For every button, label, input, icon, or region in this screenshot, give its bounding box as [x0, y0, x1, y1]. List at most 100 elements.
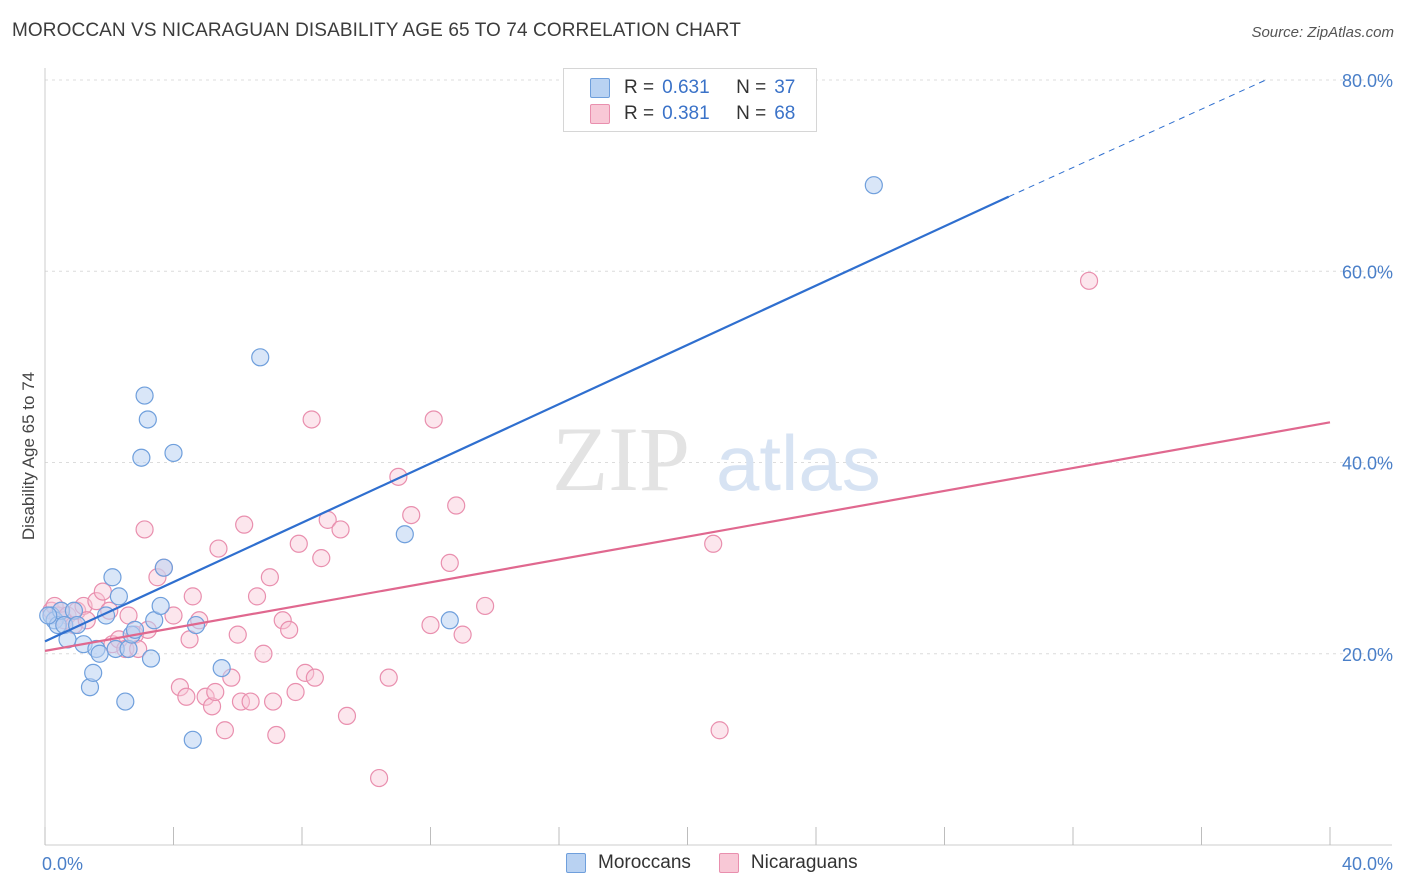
nicaraguans-point	[135, 520, 154, 539]
moroccans-point	[212, 658, 231, 678]
moroccans-point	[154, 558, 173, 577]
nicaraguans-point	[421, 615, 440, 635]
legend-n-value: 68	[774, 103, 796, 124]
nicaraguans-point	[231, 692, 251, 711]
moroccans-swatch	[566, 853, 586, 873]
y-tick-label: 80.0%	[1342, 71, 1393, 91]
moroccans-point	[132, 448, 151, 467]
y-tick-label: 60.0%	[1342, 262, 1393, 282]
moroccans-point	[103, 568, 122, 587]
nicaraguans-point	[206, 682, 225, 702]
legend-label-nicaraguans: Nicaraguans	[750, 852, 858, 873]
nicaraguans-point	[170, 678, 190, 697]
nicaraguans-trend-line	[44, 421, 1331, 652]
nicaraguans-point	[424, 410, 443, 429]
legend-n-value: 37	[774, 77, 796, 98]
moroccans-point	[183, 730, 202, 749]
nicaraguans-point	[280, 620, 299, 639]
nicaraguans-point	[370, 768, 389, 788]
moroccans-point	[68, 615, 87, 635]
x-tick-label: 0.0%	[42, 854, 83, 874]
nicaraguans-point	[273, 611, 292, 630]
axes	[44, 68, 1392, 846]
nicaraguans-swatch	[718, 853, 739, 873]
watermark-zip: ZIP	[552, 408, 690, 510]
moroccans-point	[151, 596, 170, 616]
nicaraguans-point	[247, 587, 267, 606]
nicaraguans-point	[215, 721, 234, 740]
watermark-atlas: atlas	[716, 419, 881, 507]
legend-n-label: N =	[736, 103, 767, 124]
nicaraguans-point	[177, 687, 196, 706]
legend-box: R = 0.631 N = 37 R = 0.381 N = 68	[563, 68, 817, 132]
moroccans-point	[395, 525, 414, 544]
moroccans-point	[84, 663, 103, 682]
moroccans-swatch	[590, 78, 610, 98]
moroccans-point	[138, 410, 157, 429]
legend-row-nicaraguans: R = 0.381 N = 68	[590, 102, 795, 126]
legend-r-value: 0.381	[662, 103, 710, 124]
x-tick-label: 40.0%	[1342, 854, 1393, 874]
nicaraguans-points	[42, 271, 1099, 788]
y-axis-label: Disability Age 65 to 74	[19, 372, 38, 540]
nicaraguans-point	[337, 706, 357, 726]
trend-lines	[44, 79, 1331, 652]
moroccans-point	[39, 606, 58, 625]
nicaraguans-point	[296, 663, 315, 682]
nicaraguans-point	[235, 515, 254, 534]
nicaraguans-point	[453, 625, 472, 644]
nicaraguans-point	[267, 725, 286, 745]
legend-r-label: R =	[624, 103, 655, 124]
nicaraguans-point	[289, 534, 308, 553]
nicaraguans-point	[331, 520, 350, 539]
nicaraguans-point	[312, 549, 331, 568]
nicaraguans-point	[710, 721, 729, 740]
y-tick-label: 40.0%	[1342, 454, 1393, 474]
nicaraguans-point	[209, 539, 228, 558]
legend-item-nicaraguans[interactable]: Nicaraguans	[718, 852, 858, 874]
nicaraguans-point	[286, 682, 305, 702]
moroccans-point	[116, 692, 135, 711]
moroccans-trend-extension	[1008, 79, 1266, 198]
bottom-legend: Moroccans Nicaraguans	[566, 852, 886, 874]
nicaraguans-point	[302, 410, 321, 429]
source-label: Source: ZipAtlas.com	[1251, 24, 1394, 41]
nicaraguans-point	[389, 467, 408, 486]
nicaraguans-point	[254, 644, 273, 663]
moroccans-point	[141, 649, 161, 668]
nicaraguans-point	[228, 625, 247, 644]
tick-labels: 20.0% 40.0% 60.0% 80.0% 0.0% 40.0%	[42, 71, 1393, 874]
legend-row-moroccans: R = 0.631 N = 37	[590, 76, 795, 100]
legend-label-moroccans: Moroccans	[598, 852, 691, 873]
nicaraguans-point	[260, 568, 279, 587]
nicaraguans-point	[476, 596, 495, 616]
moroccans-point	[440, 611, 459, 630]
watermark: ZIP atlas	[552, 408, 881, 510]
moroccans-trend-line	[44, 195, 1010, 643]
nicaraguans-point	[305, 668, 324, 687]
nicaraguans-point	[196, 687, 215, 706]
moroccans-point	[251, 348, 270, 367]
moroccans-point	[135, 386, 154, 405]
moroccans-point	[109, 587, 128, 606]
moroccans-point	[90, 644, 109, 663]
y-tick-label: 20.0%	[1342, 645, 1393, 665]
nicaraguans-point	[164, 606, 183, 625]
chart-title: MOROCCAN VS NICARAGUAN DISABILITY AGE 65…	[12, 20, 741, 41]
moroccans-point	[164, 443, 183, 463]
legend-r-value: 0.631	[662, 77, 710, 98]
legend-item-moroccans[interactable]: Moroccans	[566, 852, 691, 874]
nicaraguans-swatch	[590, 104, 610, 124]
nicaraguans-point	[379, 668, 398, 687]
nicaraguans-point	[263, 692, 283, 711]
moroccans-point	[864, 176, 883, 195]
nicaraguans-point	[402, 505, 421, 525]
nicaraguans-point	[183, 587, 202, 606]
nicaraguans-point	[241, 692, 260, 711]
legend-r-label: R =	[624, 77, 655, 98]
grid-lines	[45, 79, 1392, 655]
nicaraguans-point	[447, 496, 466, 515]
nicaraguans-point	[440, 553, 459, 573]
nicaraguans-point	[93, 582, 112, 601]
